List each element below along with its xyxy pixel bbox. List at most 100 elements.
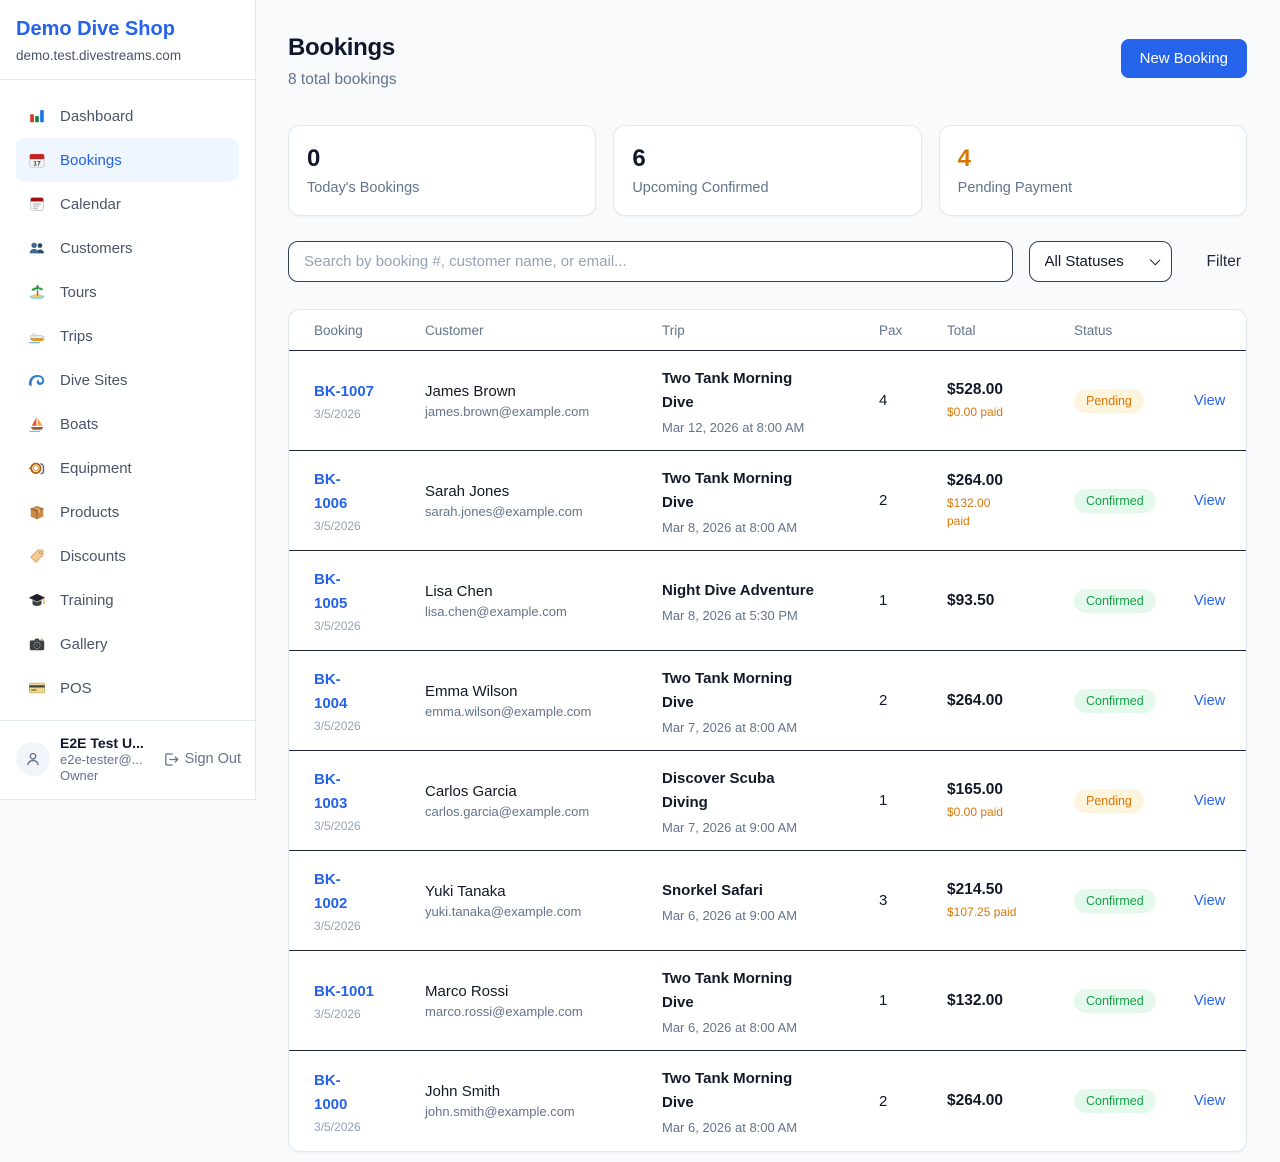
customer-email: john.smith@example.com xyxy=(425,1104,575,1119)
svg-text:17: 17 xyxy=(33,160,41,167)
search-toolbar: All Statuses Filter xyxy=(288,241,1247,282)
gallery-icon xyxy=(28,635,46,653)
sidebar-item-dive-sites[interactable]: Dive Sites xyxy=(16,358,239,402)
sidebar-item-label: Training xyxy=(60,591,114,609)
trip-date: Mar 12, 2026 at 8:00 AM xyxy=(662,419,805,435)
customer-name: James Brown xyxy=(425,382,516,400)
sidebar-header: Demo Dive Shop demo.test.divestreams.com xyxy=(0,0,255,80)
pax-count: 2 xyxy=(879,492,888,509)
booking-date: 3/5/2026 xyxy=(314,819,361,833)
stat-value: 6 xyxy=(632,145,646,172)
paid-amount: $132.00 paid xyxy=(947,495,991,528)
customer-email: carlos.garcia@example.com xyxy=(425,803,590,819)
column-header-trip: Trip xyxy=(662,322,685,338)
page-header: Bookings 8 total bookings New Booking xyxy=(288,34,1247,89)
status-filter-select[interactable]: All Statuses xyxy=(1028,241,1172,282)
booking-id-link[interactable]: BK- 1000 xyxy=(314,1071,348,1113)
sidebar-item-pos[interactable]: POS xyxy=(16,666,239,710)
sidebar-item-label: Tours xyxy=(60,283,97,301)
total-amount: $165.00 xyxy=(947,780,1004,798)
customer-email: marco.rossi@example.com xyxy=(425,1003,583,1019)
user-section: E2E Test U... e2e-tester@... Owner Sign … xyxy=(0,720,255,799)
shop-domain: demo.test.divestreams.com xyxy=(16,48,182,63)
stat-label: Today's Bookings xyxy=(307,180,420,196)
sidebar-item-gallery[interactable]: Gallery xyxy=(16,622,239,666)
view-link[interactable]: View xyxy=(1194,892,1226,909)
paid-amount: $107.25 paid xyxy=(947,904,1017,919)
booking-date: 3/5/2026 xyxy=(314,519,361,533)
stat-label: Pending Payment xyxy=(957,180,1073,196)
customer-email: yuki.tanaka@example.com xyxy=(425,903,582,919)
view-link[interactable]: View xyxy=(1194,392,1226,409)
booking-date: 3/5/2026 xyxy=(314,1119,361,1134)
stat-value: 0 xyxy=(307,145,321,172)
sidebar-item-customers[interactable]: Customers xyxy=(16,226,239,270)
sidebar-item-dashboard[interactable]: Dashboard xyxy=(16,94,239,138)
view-link[interactable]: View xyxy=(1194,1093,1226,1109)
shop-name[interactable]: Demo Dive Shop xyxy=(16,18,175,40)
sidebar-item-label: Discounts xyxy=(60,547,126,565)
total-amount: $264.00 xyxy=(947,691,1004,709)
customer-email: james.brown@example.com xyxy=(425,403,590,419)
sidebar-item-products[interactable]: Products xyxy=(16,490,239,534)
booking-id-link[interactable]: BK- 1005 xyxy=(314,571,348,612)
booking-row: BK- 1005 3/5/2026 Lisa Chen lisa.chen@ex… xyxy=(289,551,1246,651)
status-badge: Confirmed xyxy=(1074,1089,1156,1113)
view-link[interactable]: View xyxy=(1194,692,1226,709)
booking-id-link[interactable]: BK-1001 xyxy=(314,983,375,1000)
view-link[interactable]: View xyxy=(1194,492,1226,509)
sidebar-item-trips[interactable]: Trips xyxy=(16,314,239,358)
pos-icon xyxy=(28,679,46,697)
products-icon xyxy=(28,503,46,521)
customer-name: Lisa Chen xyxy=(425,582,493,600)
sidebar-item-training[interactable]: Training xyxy=(16,578,239,622)
sidebar-item-equipment[interactable]: Equipment xyxy=(16,446,239,490)
trip-name: Two Tank Morning Dive xyxy=(662,1070,793,1111)
total-amount: $264.00 xyxy=(947,1092,1004,1109)
status-badge: Pending xyxy=(1074,388,1144,413)
avatar xyxy=(16,742,50,776)
user-icon xyxy=(27,752,39,766)
view-link[interactable]: View xyxy=(1194,792,1226,809)
new-booking-button[interactable]: New Booking xyxy=(1120,39,1247,78)
search-input[interactable] xyxy=(288,241,1013,282)
pax-count: 3 xyxy=(879,892,888,909)
sidebar-item-discounts[interactable]: Discounts xyxy=(16,534,239,578)
sidebar-item-label: Gallery xyxy=(60,635,108,653)
sign-out-button[interactable]: Sign Out xyxy=(162,751,241,768)
discounts-icon xyxy=(28,547,46,565)
table-header-row: Booking Customer Trip Pax Total Status xyxy=(289,310,1246,351)
trip-name: Two Tank Morning Dive xyxy=(662,669,793,711)
total-amount: $132.00 xyxy=(947,991,1004,1009)
sidebar-nav: Dashboard 17 Bookings Calendar Customers… xyxy=(0,80,255,720)
filter-button[interactable]: Filter xyxy=(1201,249,1247,275)
booking-id-link[interactable]: BK-1007 xyxy=(314,383,375,400)
trip-date: Mar 8, 2026 at 5:30 PM xyxy=(662,607,798,623)
sidebar-item-boats[interactable]: Boats xyxy=(16,402,239,446)
view-link[interactable]: View xyxy=(1194,992,1226,1009)
view-link[interactable]: View xyxy=(1194,592,1226,609)
booking-id-link[interactable]: BK- 1004 xyxy=(314,671,348,712)
customer-name: Sarah Jones xyxy=(425,482,510,500)
status-badge: Confirmed xyxy=(1074,588,1156,613)
pax-count: 1 xyxy=(879,992,888,1009)
booking-id-link[interactable]: BK- 1006 xyxy=(314,471,348,512)
bookings-icon: 17 xyxy=(28,151,46,169)
booking-id-link[interactable]: BK- 1002 xyxy=(314,871,348,912)
sidebar-item-label: Customers xyxy=(60,239,133,257)
column-header-pax: Pax xyxy=(879,322,903,338)
main-content: Bookings 8 total bookings New Booking 0 … xyxy=(256,0,1280,1152)
booking-row: BK- 1002 3/5/2026 Yuki Tanaka yuki.tanak… xyxy=(289,851,1246,951)
booking-id-link[interactable]: BK- 1003 xyxy=(314,771,348,812)
customer-name: Emma Wilson xyxy=(425,682,518,700)
sidebar-item-bookings[interactable]: 17 Bookings xyxy=(16,138,239,182)
status-badge: Confirmed xyxy=(1074,488,1156,513)
customer-name: John Smith xyxy=(425,1083,501,1100)
sidebar-item-calendar[interactable]: Calendar xyxy=(16,182,239,226)
pax-count: 1 xyxy=(879,592,888,609)
sidebar-item-tours[interactable]: Tours xyxy=(16,270,239,314)
status-badge: Pending xyxy=(1074,788,1144,813)
stat-label: Upcoming Confirmed xyxy=(632,180,769,196)
pax-count: 2 xyxy=(879,1092,888,1110)
tours-icon xyxy=(28,283,46,301)
